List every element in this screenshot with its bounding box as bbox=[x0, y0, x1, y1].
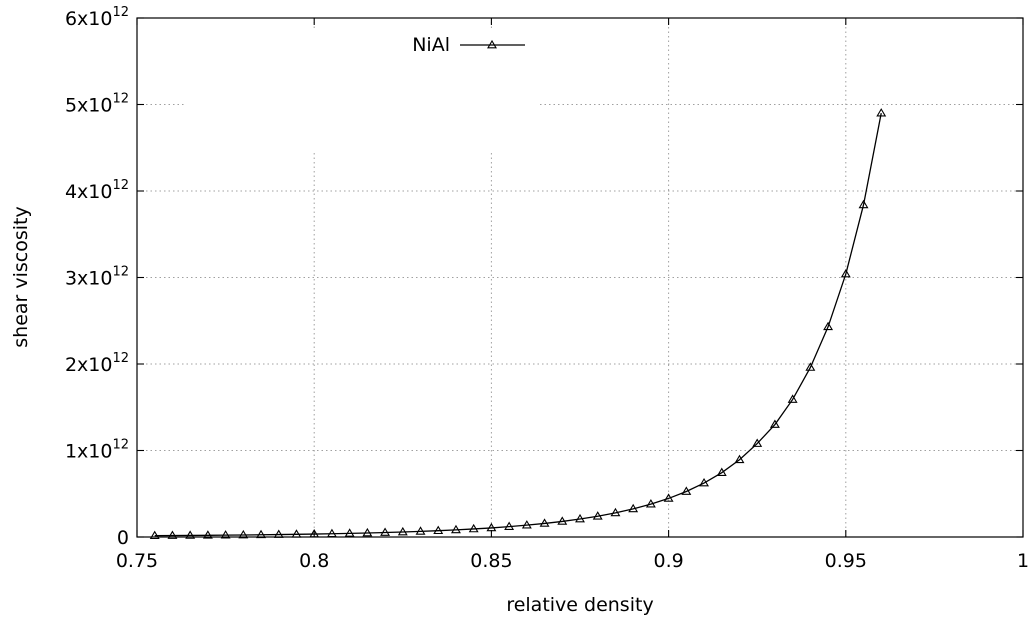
data-point bbox=[645, 499, 656, 508]
data-point bbox=[699, 477, 710, 487]
data-point bbox=[185, 530, 196, 539]
data-point bbox=[876, 108, 887, 117]
data-point bbox=[238, 529, 249, 539]
data-point bbox=[823, 321, 834, 331]
x-tick-label: 0.95 bbox=[825, 550, 867, 572]
plot-series bbox=[149, 108, 887, 540]
data-point bbox=[557, 516, 568, 525]
data-point bbox=[805, 362, 816, 371]
data-point bbox=[167, 530, 178, 539]
data-point bbox=[468, 523, 479, 533]
data-point bbox=[539, 518, 550, 527]
x-tick-label: 0.8 bbox=[299, 550, 329, 572]
data-point bbox=[716, 467, 727, 476]
y-tick-label: 3x1012 bbox=[65, 265, 129, 290]
x-axis-label: relative density bbox=[506, 594, 653, 616]
legend-marker bbox=[487, 39, 497, 49]
data-point bbox=[681, 486, 692, 495]
data-point bbox=[663, 493, 674, 502]
data-point bbox=[734, 454, 745, 464]
data-point bbox=[858, 199, 869, 209]
axis-ticks: 0.75 0.8 0.85 0.9 0.95 1 0 1x1012 2x1012 3x1012 4x… bbox=[65, 5, 1029, 572]
data-point bbox=[397, 526, 408, 536]
data-point bbox=[769, 419, 780, 428]
legend-label: NiAl bbox=[412, 34, 450, 56]
data-point bbox=[362, 527, 373, 537]
data-point bbox=[433, 525, 444, 535]
data-point bbox=[504, 521, 515, 530]
grid bbox=[137, 18, 1023, 537]
data-point bbox=[149, 530, 160, 540]
y-tick-label: 4x1012 bbox=[65, 178, 129, 203]
y-axis-label: shear viscosity bbox=[10, 206, 32, 348]
data-point bbox=[220, 530, 231, 539]
data-point bbox=[344, 528, 355, 537]
y-tick-label: 2x1012 bbox=[65, 351, 129, 376]
data-point bbox=[628, 503, 639, 513]
series-triangle bbox=[149, 108, 887, 540]
data-point bbox=[840, 268, 851, 278]
plot-frame bbox=[136, 17, 1024, 538]
x-tick-label: 0.9 bbox=[653, 550, 683, 572]
legend: NiAl bbox=[412, 34, 525, 56]
y-tick-label: 0 bbox=[117, 527, 129, 549]
data-point bbox=[380, 527, 391, 536]
y-tick-label: 5x1012 bbox=[65, 92, 129, 117]
data-point bbox=[592, 511, 603, 520]
data-point bbox=[415, 526, 426, 535]
data-point bbox=[610, 507, 621, 517]
data-point bbox=[752, 438, 763, 447]
data-point bbox=[787, 394, 798, 403]
y-tick-label: 6x1012 bbox=[65, 5, 129, 30]
y-tick-label: 1x1012 bbox=[65, 438, 129, 463]
data-point bbox=[450, 524, 461, 534]
data-point bbox=[521, 520, 532, 529]
x-tick-label: 0.75 bbox=[116, 550, 158, 572]
x-tick-label: 1 bbox=[1017, 550, 1029, 572]
x-tick-label: 0.85 bbox=[470, 550, 512, 572]
data-point bbox=[202, 530, 213, 539]
series-line bbox=[154, 113, 882, 537]
data-point bbox=[575, 513, 585, 523]
